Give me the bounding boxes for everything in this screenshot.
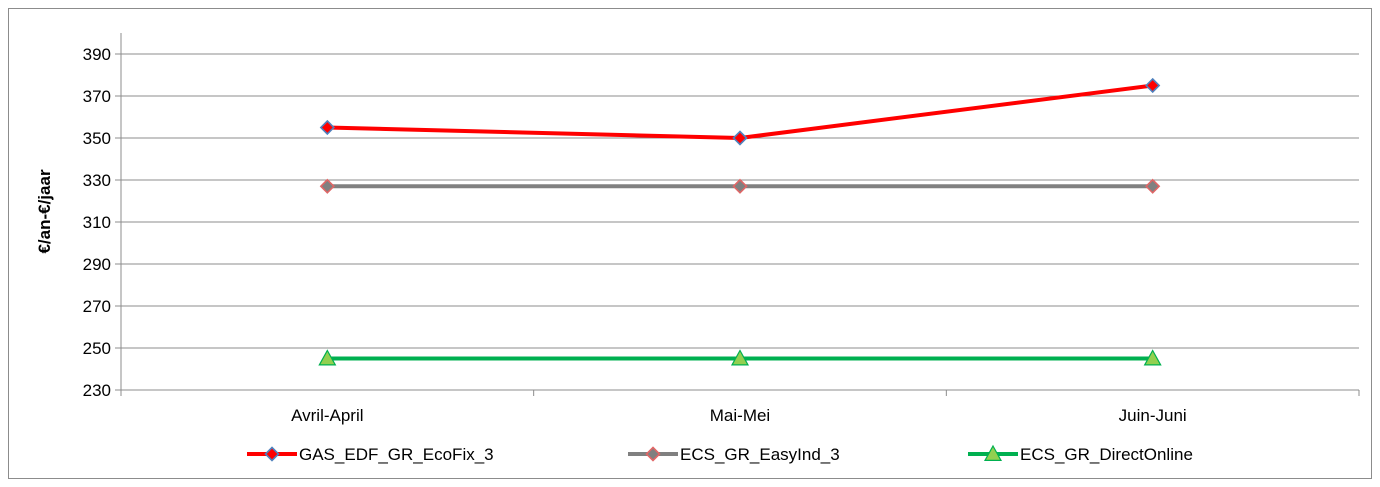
x-tick-label: Avril-April (291, 406, 363, 425)
legend-label-3: ECS_GR_DirectOnline (1020, 445, 1193, 464)
series-line-1 (327, 83, 1153, 140)
y-tick-label: 270 (83, 297, 111, 316)
y-tick-label: 390 (83, 45, 111, 64)
y-tick-label: 230 (83, 381, 111, 400)
data-point-series-3 (318, 349, 337, 366)
x-tick-label: Mai-Mei (710, 406, 770, 425)
data-point-series-1 (1145, 77, 1161, 94)
y-tick-label: 290 (83, 255, 111, 274)
y-tick-label: 310 (83, 213, 111, 232)
data-point-series-1 (732, 130, 748, 146)
legend-label-2: ECS_GR_EasyInd_3 (680, 445, 840, 464)
data-point-series-3 (730, 349, 750, 366)
data-point-series-3 (1143, 349, 1162, 366)
legend-label-1: GAS_EDF_GR_EcoFix_3 (299, 445, 494, 464)
legend-marker-3 (983, 444, 1003, 461)
x-tick-label: Juin-Juni (1119, 406, 1187, 425)
data-point-series-2 (319, 178, 335, 194)
legend-marker-1 (264, 446, 280, 462)
legend-marker-2 (645, 446, 661, 462)
y-tick-label: 370 (83, 87, 111, 106)
y-tick-label: 350 (83, 129, 111, 148)
data-point-series-1 (319, 119, 335, 136)
y-tick-label: 330 (83, 171, 111, 190)
data-point-series-2 (1145, 178, 1161, 194)
y-tick-label: 250 (83, 339, 111, 358)
y-axis-title: €/an-€/jaar (35, 169, 54, 253)
data-point-series-2 (732, 178, 748, 194)
